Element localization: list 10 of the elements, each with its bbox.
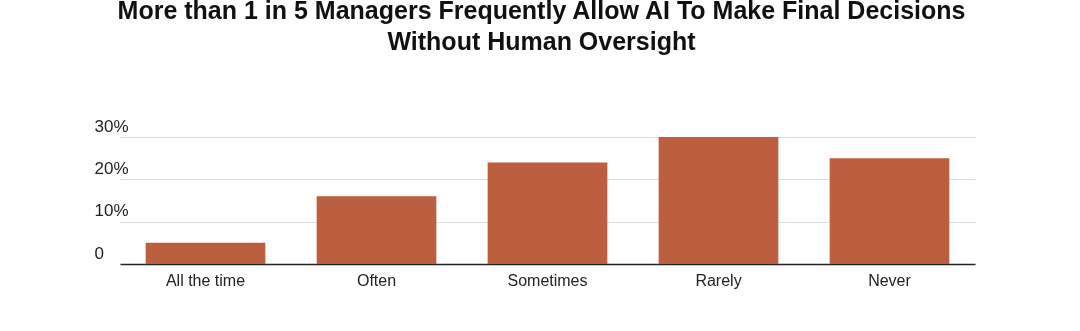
x-tick-label: Sometimes [507, 271, 588, 289]
x-tick-label: Never [868, 271, 912, 289]
x-tick-label: All the time [165, 271, 246, 289]
y-tick-label: 10% [94, 201, 129, 221]
x-tick-label: Rarely [695, 271, 742, 289]
y-tick-label: 30% [94, 116, 129, 136]
y-tick-label: 0 [94, 243, 104, 263]
x-tick-label: Often [356, 271, 397, 289]
y-tick-label: 20% [94, 158, 129, 178]
chart-title: More than 1 in 5 Managers Frequently Allow AI To Make Final Decisions Without Human Oversight [117, 0, 966, 55]
